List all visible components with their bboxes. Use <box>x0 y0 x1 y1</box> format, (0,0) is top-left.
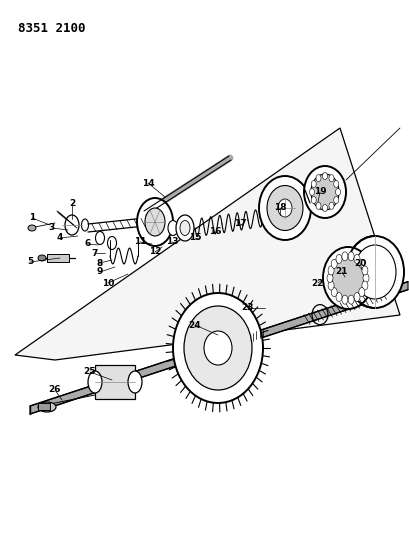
Ellipse shape <box>38 402 56 412</box>
Ellipse shape <box>327 281 333 290</box>
Ellipse shape <box>81 219 88 231</box>
Ellipse shape <box>353 254 359 263</box>
Ellipse shape <box>333 197 338 204</box>
Ellipse shape <box>258 176 310 240</box>
Ellipse shape <box>358 260 364 268</box>
Bar <box>38 403 50 410</box>
Polygon shape <box>15 128 399 360</box>
Ellipse shape <box>347 252 353 261</box>
Text: 14: 14 <box>142 179 154 188</box>
Ellipse shape <box>38 255 46 261</box>
Ellipse shape <box>353 293 359 302</box>
Ellipse shape <box>28 225 36 231</box>
Ellipse shape <box>175 215 193 241</box>
Ellipse shape <box>347 295 353 304</box>
Ellipse shape <box>330 288 336 297</box>
Ellipse shape <box>310 197 315 204</box>
Text: 11: 11 <box>133 238 146 246</box>
Ellipse shape <box>327 266 333 275</box>
Ellipse shape <box>333 181 338 188</box>
Ellipse shape <box>322 247 372 309</box>
Ellipse shape <box>95 231 104 245</box>
Text: 8351 2100: 8351 2100 <box>18 22 85 35</box>
Ellipse shape <box>328 175 333 182</box>
Text: 15: 15 <box>188 233 201 243</box>
Ellipse shape <box>168 221 178 236</box>
Ellipse shape <box>65 215 79 235</box>
Ellipse shape <box>88 371 102 393</box>
Ellipse shape <box>315 203 320 209</box>
Text: 12: 12 <box>148 247 161 256</box>
Ellipse shape <box>335 189 339 196</box>
Ellipse shape <box>310 174 338 210</box>
Text: 13: 13 <box>165 238 178 246</box>
Text: 25: 25 <box>83 367 96 376</box>
Ellipse shape <box>277 199 291 217</box>
Text: 23: 23 <box>241 303 254 312</box>
Text: 2: 2 <box>69 198 75 207</box>
Text: 9: 9 <box>97 268 103 277</box>
Ellipse shape <box>266 185 302 230</box>
Ellipse shape <box>326 273 332 282</box>
Ellipse shape <box>322 173 327 180</box>
Bar <box>47 254 69 262</box>
Ellipse shape <box>184 306 252 390</box>
Text: 5: 5 <box>27 257 33 266</box>
Ellipse shape <box>335 254 341 263</box>
Ellipse shape <box>328 203 333 209</box>
Text: 7: 7 <box>92 248 98 257</box>
Ellipse shape <box>315 175 320 182</box>
Text: 6: 6 <box>85 239 91 248</box>
Ellipse shape <box>330 260 336 268</box>
Ellipse shape <box>361 266 367 275</box>
Text: 24: 24 <box>188 320 201 329</box>
Text: 8: 8 <box>97 259 103 268</box>
Ellipse shape <box>341 252 347 261</box>
Ellipse shape <box>341 295 347 304</box>
Ellipse shape <box>204 331 231 365</box>
Ellipse shape <box>145 208 164 236</box>
Ellipse shape <box>309 189 314 196</box>
Text: 4: 4 <box>57 233 63 243</box>
Text: 26: 26 <box>49 385 61 394</box>
Ellipse shape <box>180 221 189 236</box>
Text: 18: 18 <box>273 204 285 213</box>
Ellipse shape <box>353 245 395 299</box>
Text: 10: 10 <box>101 279 114 287</box>
Text: 22: 22 <box>311 279 324 287</box>
Text: 20: 20 <box>353 259 365 268</box>
Text: 21: 21 <box>335 268 347 277</box>
Ellipse shape <box>345 236 403 308</box>
Ellipse shape <box>107 237 116 249</box>
Text: 1: 1 <box>29 214 35 222</box>
Ellipse shape <box>361 281 367 290</box>
Ellipse shape <box>128 371 142 393</box>
Ellipse shape <box>322 205 327 212</box>
Text: 16: 16 <box>208 228 221 237</box>
Bar <box>95 365 135 399</box>
Ellipse shape <box>137 198 173 246</box>
Ellipse shape <box>331 257 363 299</box>
Ellipse shape <box>310 181 315 188</box>
Text: 19: 19 <box>313 188 326 197</box>
Text: 17: 17 <box>233 220 246 229</box>
Ellipse shape <box>362 273 368 282</box>
Ellipse shape <box>358 288 364 297</box>
Polygon shape <box>30 281 407 414</box>
Ellipse shape <box>303 166 345 218</box>
Text: 3: 3 <box>49 223 55 232</box>
Ellipse shape <box>335 293 341 302</box>
Ellipse shape <box>173 293 262 403</box>
